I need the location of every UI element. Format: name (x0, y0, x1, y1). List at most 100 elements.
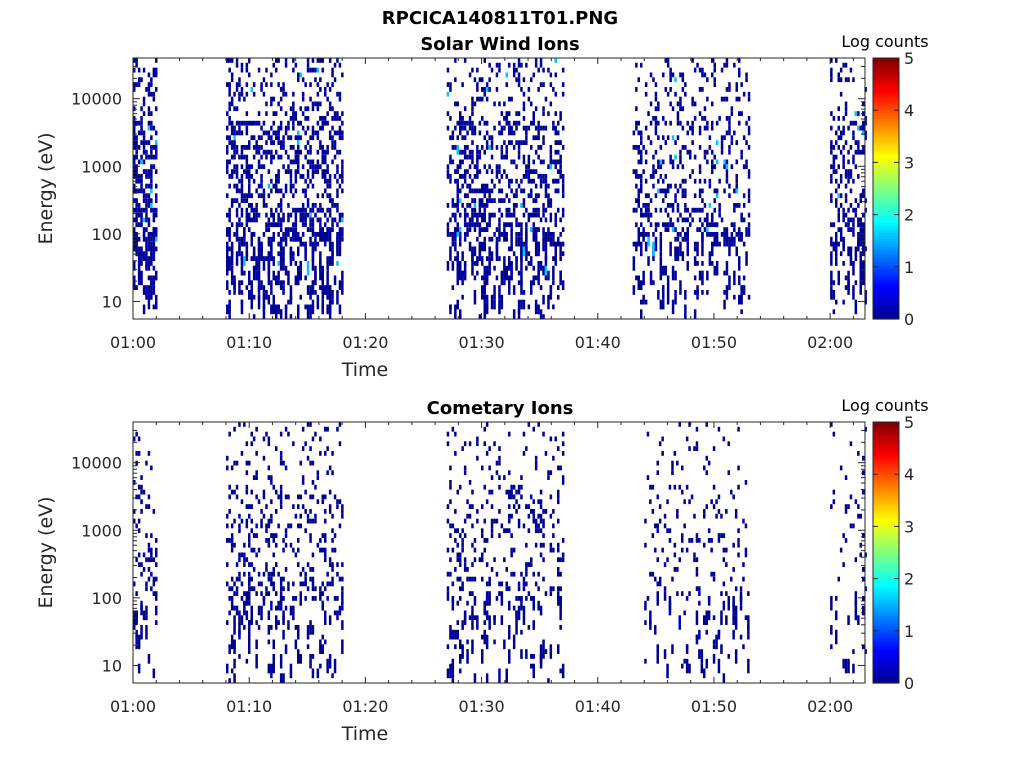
heatmap-cell (328, 212, 332, 218)
heatmap-cell (733, 130, 736, 136)
heatmap-cell (549, 72, 553, 78)
heatmap-cell (733, 203, 736, 208)
colorbar-segment (873, 235, 899, 239)
heatmap-cell (260, 145, 263, 150)
heatmap-cell (466, 212, 469, 218)
heatmap-cell (706, 270, 709, 281)
heatmap-cell (520, 222, 523, 228)
heatmap-cell (703, 178, 707, 184)
heatmap-cell (522, 576, 526, 582)
heatmap-cell (137, 663, 141, 674)
heatmap-cell (292, 504, 295, 509)
heatmap-cell (309, 135, 312, 141)
heatmap-cell (328, 178, 332, 184)
heatmap-cell (859, 125, 862, 131)
heatmap-cell (299, 106, 302, 112)
heatmap-cell (147, 275, 151, 281)
heatmap-cell (297, 523, 300, 529)
heatmap-cell (537, 87, 540, 92)
heatmap-cell (321, 499, 324, 505)
heatmap-cell (309, 67, 312, 73)
heatmap-cell (857, 615, 860, 625)
heatmap-cell (552, 87, 555, 92)
heatmap-cell (485, 265, 489, 281)
heatmap-cell (852, 222, 855, 228)
heatmap-cell (137, 159, 141, 165)
heatmap-cell (299, 460, 302, 466)
heatmap-cell (314, 232, 317, 237)
heatmap-cell (557, 446, 560, 451)
heatmap-cell (837, 576, 840, 582)
heatmap-cell (674, 140, 677, 145)
heatmap-cell (473, 596, 477, 606)
heatmap-cell (691, 217, 694, 223)
heatmap-cell (539, 489, 543, 495)
heatmap-cell (341, 280, 344, 295)
heatmap-cell (830, 67, 833, 73)
colorbar-segment (873, 185, 899, 190)
heatmap-cell (508, 494, 511, 500)
heatmap-cell (319, 261, 322, 271)
heatmap-cell (248, 576, 251, 582)
heatmap-cell (463, 145, 467, 150)
heatmap-cell (652, 77, 655, 83)
heatmap-cell (140, 125, 143, 131)
heatmap-cell (527, 193, 531, 199)
heatmap-cell (267, 130, 271, 136)
heatmap-cell (488, 446, 491, 451)
heatmap-cell (338, 149, 342, 155)
heatmap-cell (466, 649, 469, 664)
heatmap-cell (495, 62, 499, 68)
heatmap-cell (852, 261, 855, 276)
colorbar-segment (873, 303, 899, 307)
heatmap-cell (456, 600, 459, 606)
heatmap-cell (270, 480, 273, 485)
heatmap-cell (321, 154, 324, 160)
heatmap-cell (525, 169, 528, 174)
heatmap-cell (830, 596, 833, 611)
heatmap-cell (676, 246, 680, 261)
heatmap-cell (520, 629, 523, 635)
heatmap-cell (257, 183, 261, 189)
heatmap-cell (341, 232, 344, 237)
heatmap-cell (240, 222, 244, 228)
heatmap-cell (152, 207, 156, 213)
heatmap-cell (463, 562, 467, 567)
heatmap-cell (498, 232, 501, 242)
heatmap-cell (243, 193, 246, 199)
heatmap-cell (301, 174, 305, 179)
heatmap-cell (685, 596, 689, 601)
heatmap-cell (706, 120, 709, 126)
heatmap-cell (292, 581, 295, 587)
heatmap-cell (549, 145, 553, 150)
heatmap-cell (333, 658, 337, 669)
heatmap-cell (245, 285, 249, 290)
heatmap-cell (133, 217, 136, 223)
heatmap-cell (532, 275, 535, 286)
heatmap-cell (282, 547, 285, 553)
heatmap-cell (662, 222, 665, 228)
heatmap-cell (306, 62, 310, 68)
heatmap-cell (282, 140, 285, 145)
heatmap-cell (844, 193, 848, 199)
heatmap-cell (294, 217, 298, 223)
heatmap-cell (142, 188, 146, 194)
heatmap-cell (454, 77, 457, 83)
heatmap-cell (314, 290, 317, 295)
colorbar-segment (873, 617, 899, 621)
heatmap-cell (238, 571, 241, 577)
heatmap-cell (654, 125, 658, 131)
heatmap-cell (228, 596, 231, 601)
heatmap-cell (299, 261, 302, 266)
heatmap-cell (495, 571, 499, 577)
heatmap-cell (233, 518, 236, 524)
heatmap-cell (267, 576, 271, 582)
heatmap-cell (842, 241, 845, 247)
heatmap-cell (557, 489, 560, 495)
heatmap-cell (862, 227, 865, 232)
heatmap-cell (331, 222, 334, 228)
heatmap-cell (695, 557, 699, 563)
heatmap-cell (658, 576, 662, 582)
heatmap-cell (265, 504, 268, 509)
heatmap-cell (336, 116, 339, 121)
